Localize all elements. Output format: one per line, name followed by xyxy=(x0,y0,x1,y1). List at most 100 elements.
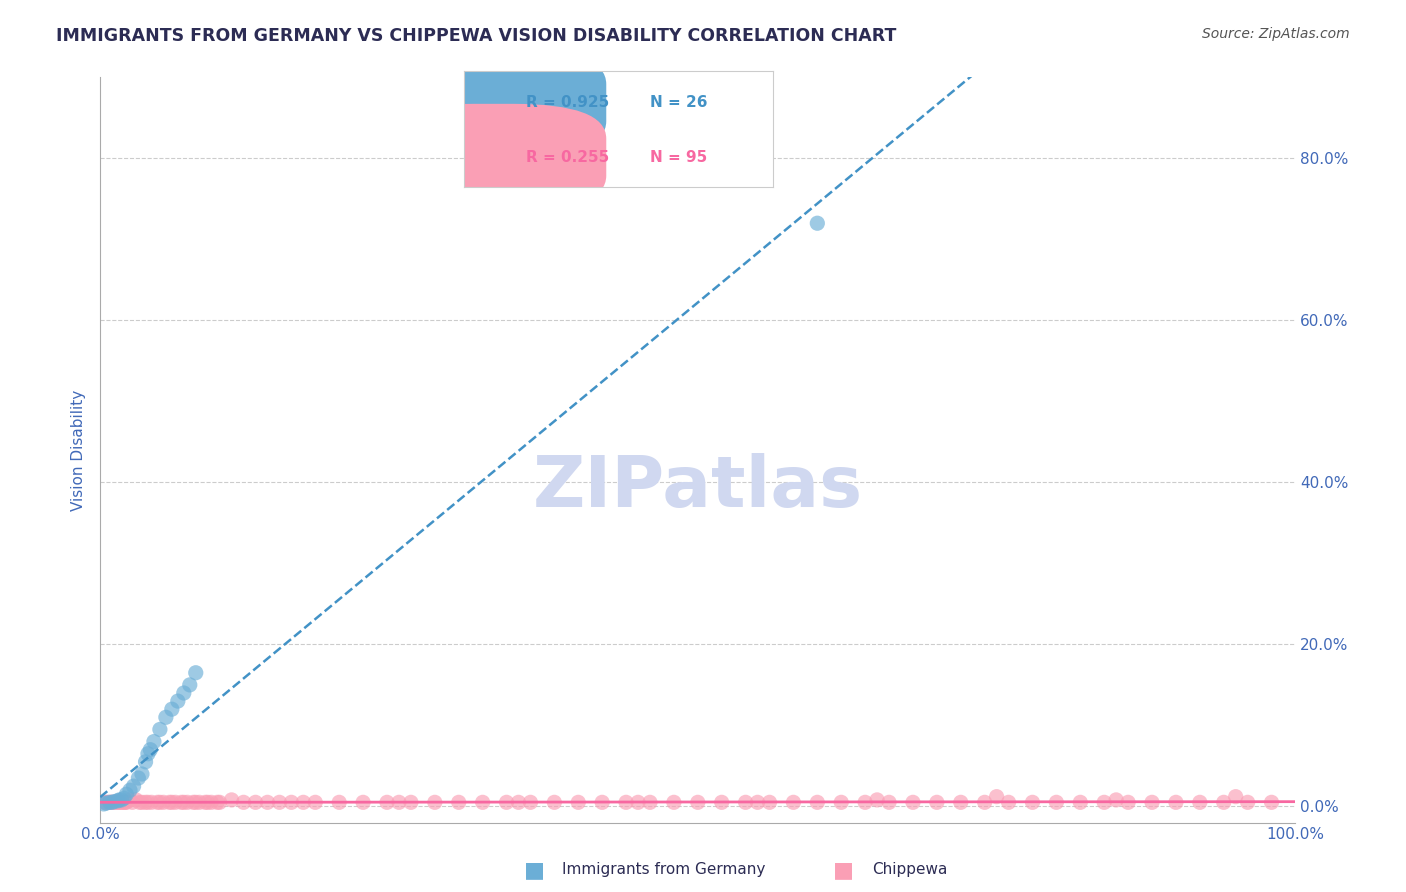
Point xyxy=(183,795,205,809)
Point xyxy=(710,795,733,809)
Point xyxy=(866,793,889,807)
Point xyxy=(152,795,174,809)
Point xyxy=(1092,795,1115,809)
Point xyxy=(388,795,411,809)
Point xyxy=(94,796,117,810)
Text: N = 26: N = 26 xyxy=(650,95,707,111)
Point xyxy=(114,795,136,809)
Point xyxy=(686,795,709,809)
Point xyxy=(1140,795,1163,809)
Text: ZIPatlas: ZIPatlas xyxy=(533,453,863,522)
Text: ■: ■ xyxy=(834,860,853,880)
Point xyxy=(447,795,470,809)
Point xyxy=(165,795,187,809)
Text: 0.0%: 0.0% xyxy=(80,827,120,842)
Point xyxy=(853,795,876,809)
Point xyxy=(758,795,780,809)
Text: 100.0%: 100.0% xyxy=(1267,827,1324,842)
Point xyxy=(1225,789,1247,804)
Point xyxy=(256,795,278,809)
Point xyxy=(1260,795,1282,809)
Point xyxy=(627,795,650,809)
Point xyxy=(173,795,195,809)
FancyBboxPatch shape xyxy=(381,49,606,156)
Point xyxy=(112,795,135,809)
Point xyxy=(155,710,177,724)
Text: N = 95: N = 95 xyxy=(650,150,707,165)
Point xyxy=(176,795,198,809)
Text: Immigrants from Germany: Immigrants from Germany xyxy=(562,863,766,877)
Point xyxy=(877,795,900,809)
Point xyxy=(125,793,148,807)
Point xyxy=(375,795,398,809)
Point xyxy=(508,795,530,809)
Point xyxy=(93,797,115,811)
Point xyxy=(107,794,129,808)
Point xyxy=(194,795,217,809)
Point xyxy=(399,795,422,809)
Point xyxy=(94,795,117,809)
Point xyxy=(146,795,169,809)
Point xyxy=(122,779,145,793)
Point xyxy=(121,795,143,809)
Point xyxy=(949,795,972,809)
Point xyxy=(184,795,207,809)
Point xyxy=(208,795,231,809)
Point xyxy=(160,795,183,809)
Point xyxy=(127,771,149,785)
Point xyxy=(184,665,207,680)
Text: Source: ZipAtlas.com: Source: ZipAtlas.com xyxy=(1202,27,1350,41)
Point xyxy=(519,795,541,809)
Text: R = 0.255: R = 0.255 xyxy=(526,150,609,165)
Point xyxy=(925,795,948,809)
Point xyxy=(292,795,315,809)
Point xyxy=(93,795,115,809)
Point xyxy=(115,795,138,809)
Point xyxy=(1164,795,1187,809)
Point xyxy=(1069,795,1091,809)
Point xyxy=(232,795,254,809)
Point xyxy=(352,795,374,809)
Point xyxy=(901,795,924,809)
Point xyxy=(207,795,229,809)
Point xyxy=(111,795,134,809)
Point xyxy=(103,795,125,809)
Point xyxy=(139,742,162,756)
Point xyxy=(118,783,141,797)
Point xyxy=(128,795,150,809)
Point xyxy=(111,793,134,807)
Point xyxy=(136,747,159,761)
Point xyxy=(160,702,183,716)
Point xyxy=(782,795,804,809)
Text: ■: ■ xyxy=(524,860,544,880)
Point xyxy=(98,795,121,809)
Point xyxy=(328,795,350,809)
Point xyxy=(118,793,141,807)
Point xyxy=(245,795,267,809)
Point xyxy=(638,795,661,809)
Point xyxy=(614,795,637,809)
Point xyxy=(1116,795,1139,809)
Point xyxy=(806,795,828,809)
Point xyxy=(280,795,302,809)
Point xyxy=(179,678,201,692)
Point xyxy=(591,795,613,809)
Point xyxy=(662,795,685,809)
Point xyxy=(471,795,494,809)
Point xyxy=(131,795,153,809)
Point xyxy=(135,755,157,769)
Point xyxy=(136,795,159,809)
Point xyxy=(131,767,153,781)
Point xyxy=(101,795,124,809)
Point xyxy=(543,795,565,809)
Y-axis label: Vision Disability: Vision Disability xyxy=(72,390,86,510)
Point xyxy=(149,795,172,809)
FancyBboxPatch shape xyxy=(381,103,606,211)
Point xyxy=(1188,795,1211,809)
Point xyxy=(495,795,517,809)
Point xyxy=(103,795,125,809)
Point xyxy=(96,795,118,809)
Point xyxy=(100,795,122,809)
Point xyxy=(141,795,163,809)
Point xyxy=(173,686,195,700)
